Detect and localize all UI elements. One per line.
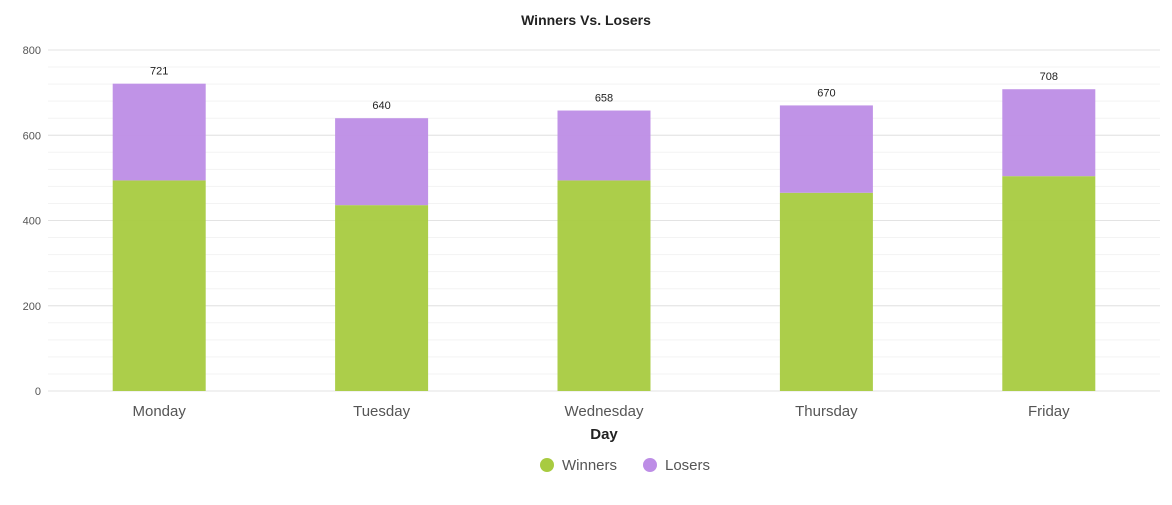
bar-winners-wednesday [557,180,651,391]
legend-marker-losers [643,458,657,472]
bar-losers-wednesday [557,110,651,181]
total-label: 658 [595,93,613,105]
legend-label: Winners [562,457,617,474]
y-tick-label: 800 [23,45,41,57]
x-tick-label: Friday [1028,403,1070,420]
total-label: 721 [150,66,168,78]
y-tick-label: 600 [23,130,41,142]
x-tick-label: Thursday [795,403,858,420]
legend-label: Losers [665,457,710,474]
bars [112,83,1096,391]
total-label: 640 [372,100,390,112]
bar-winners-thursday [779,192,873,391]
labels: 0 200 400 600 800 721 Monday 640 Tuesday 658 Wedne… [23,45,1070,420]
y-tick-label: 0 [35,386,41,398]
x-tick-label: Tuesday [353,403,410,420]
x-axis-label: Day [590,426,618,443]
legend-item-winners[interactable]: Winners [540,457,617,474]
total-label: 708 [1040,71,1058,83]
bar-winners-monday [112,180,206,391]
legend-item-losers[interactable]: Losers [643,457,710,474]
legend[interactable]: Winners Losers [540,457,710,474]
bar-winners-friday [1002,176,1096,391]
bar-losers-monday [112,83,206,181]
bar-losers-thursday [779,105,873,193]
y-tick-label: 400 [23,216,41,228]
bar-losers-tuesday [335,118,429,206]
y-tick-label: 200 [23,301,41,313]
x-tick-label: Wednesday [565,403,644,420]
total-label: 670 [817,87,835,99]
x-tick-label: Monday [133,403,187,420]
chart-title: Winners Vs. Losers [521,12,651,28]
legend-marker-winners [540,458,554,472]
bar-losers-friday [1002,89,1096,177]
bar-winners-tuesday [335,205,429,391]
